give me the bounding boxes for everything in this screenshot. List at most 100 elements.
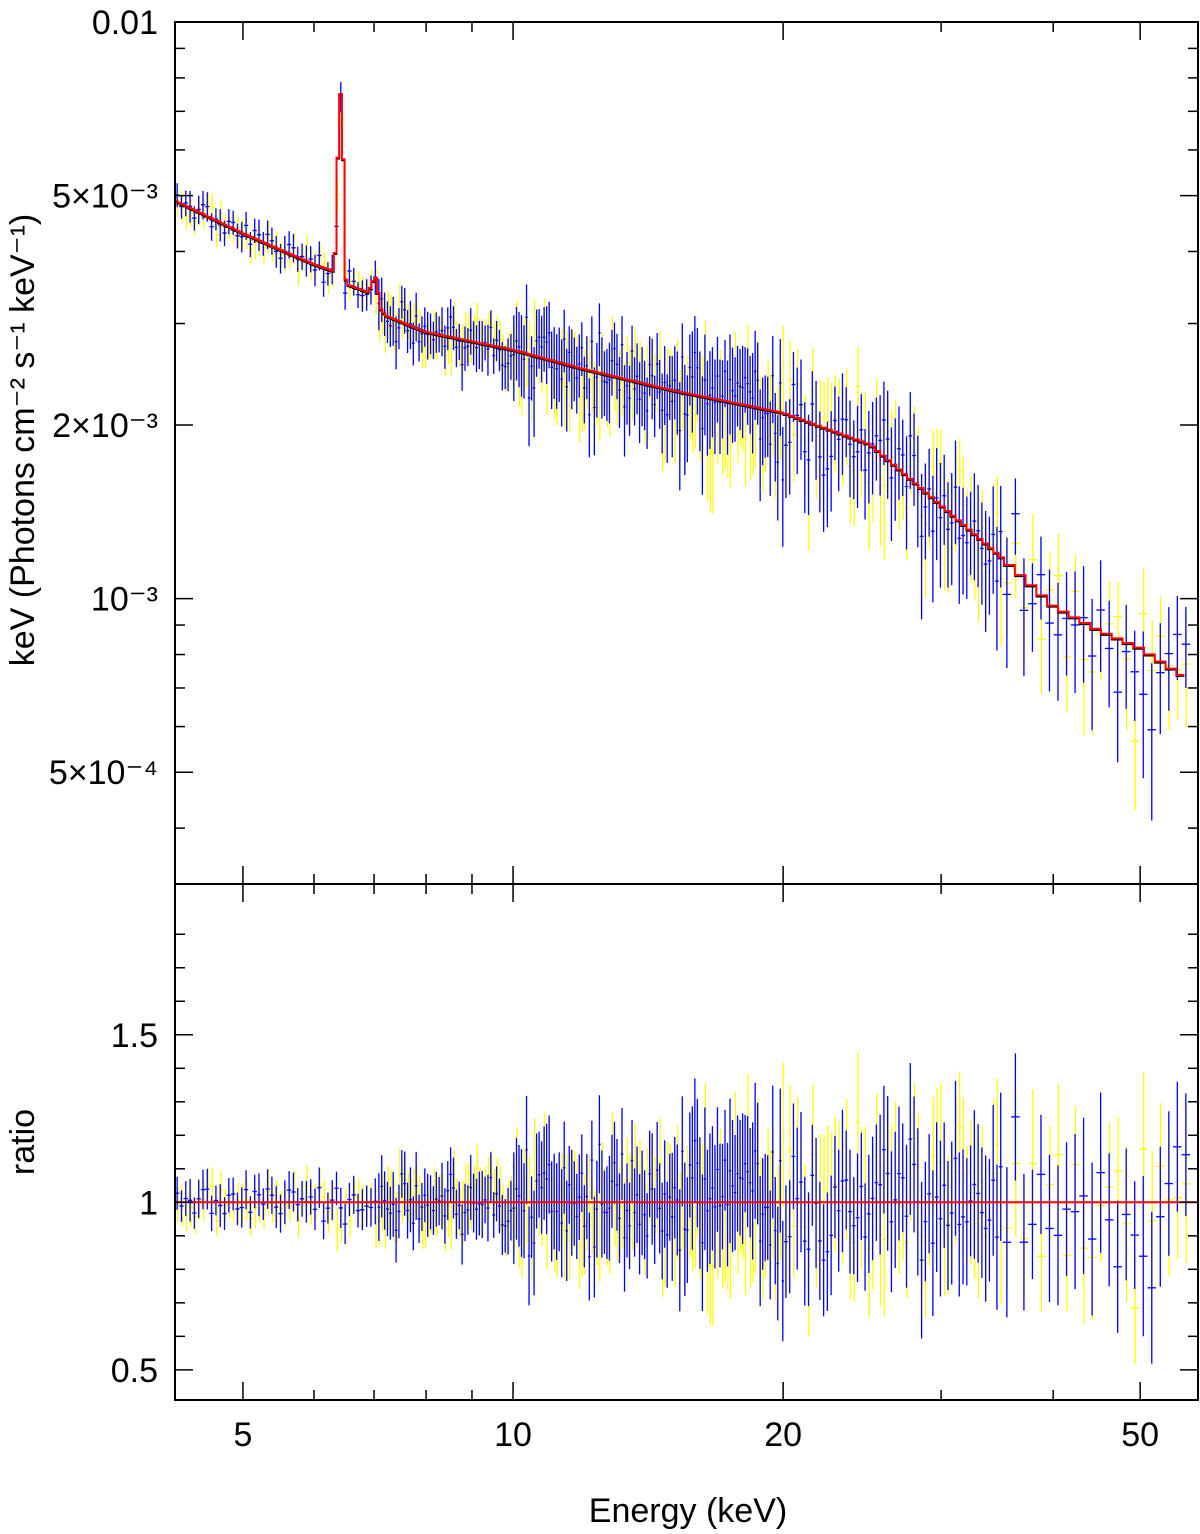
ratio-point-yellow — [348, 1205, 353, 1237]
ratio-point-blue — [716, 1107, 719, 1232]
spectrum-point-blue — [394, 316, 398, 370]
ratio-point-blue — [870, 1136, 875, 1261]
spectrum-point-blue — [351, 267, 356, 296]
ratio-point-blue — [457, 1181, 461, 1230]
spectrum-point-blue — [840, 373, 845, 475]
spectrum-point-yellow — [360, 277, 366, 311]
ratio-panel: 5 10 20 50 0.5 1 1.5 — [111, 883, 1199, 1454]
ratio-point-blue — [776, 1206, 780, 1321]
spectrum-point-blue — [495, 321, 499, 362]
ratio-point-blue — [248, 1196, 253, 1229]
ratio-point-blue — [603, 1170, 606, 1254]
spectrum-point-blue — [397, 308, 401, 350]
ratio-point-blue — [527, 1206, 531, 1306]
ratio-point-blue — [452, 1157, 455, 1219]
spectrum-point-blue — [934, 448, 939, 561]
ratio-point-blue — [889, 1151, 894, 1293]
spectrum-point-yellow — [279, 241, 284, 268]
spectrum-point-yellow — [326, 261, 331, 294]
spectrum-point-blue — [878, 395, 883, 496]
ratio-point-yellow — [184, 1200, 189, 1232]
ratio-point-yellow — [317, 1168, 323, 1204]
ratio-point-blue — [693, 1078, 697, 1203]
spectrum-data-points — [175, 81, 1191, 821]
ratio-point-blue — [731, 1120, 734, 1253]
ratio-point-blue — [882, 1085, 886, 1214]
spectrum-point-blue — [1130, 630, 1139, 721]
ratio-point-blue — [386, 1181, 389, 1237]
spectrum-point-blue — [575, 346, 579, 414]
ratio-point-blue — [1113, 1200, 1122, 1333]
ratio-point-blue — [239, 1187, 244, 1228]
ratio-point-blue — [486, 1174, 490, 1242]
spectrum-point-blue — [610, 329, 614, 396]
ratio-point-blue — [630, 1119, 634, 1202]
ratio-point-blue — [859, 1132, 864, 1240]
ratio-point-yellow — [210, 1168, 215, 1205]
spectrum-point-blue — [931, 475, 935, 603]
ratio-point-blue — [821, 1204, 826, 1317]
spectrum-point-blue — [673, 346, 677, 420]
spectrum-point-blue — [588, 378, 591, 458]
spectrum-point-blue — [650, 338, 654, 420]
ratio-point-yellow — [365, 1186, 370, 1223]
ratio-point-blue — [866, 1154, 871, 1273]
ratio-point-blue — [230, 1177, 236, 1211]
spectrum-point-blue — [942, 454, 947, 545]
ratio-point-blue — [477, 1171, 481, 1236]
spectrum-point-blue — [452, 306, 455, 351]
ratio-point-blue — [711, 1126, 714, 1251]
spectrum-point-blue — [400, 285, 404, 319]
ratio-point-blue — [726, 1142, 729, 1267]
ratio-point-blue — [209, 1195, 214, 1232]
spectrum-point-blue — [713, 359, 717, 455]
spectrum-point-yellow — [424, 328, 428, 369]
ratio-point-blue — [923, 1161, 928, 1282]
ratio-point-blue — [406, 1182, 409, 1239]
ratio-point-blue — [317, 1167, 322, 1208]
y-axis-title-bottom: ratio — [4, 1109, 42, 1175]
ratio-point-blue — [658, 1163, 661, 1254]
ratio-point-blue — [900, 1123, 905, 1233]
spectrum-point-blue — [908, 392, 913, 489]
spectrum-point-blue — [768, 401, 772, 496]
ratio-point-yellow — [356, 1178, 361, 1216]
ratio-point-blue — [1104, 1153, 1114, 1287]
ratio-point-blue — [635, 1146, 639, 1244]
ratio-point-blue — [703, 1107, 707, 1251]
spectrum-point-blue — [721, 360, 724, 439]
ratio-point-blue — [761, 1158, 764, 1270]
y-tick-label: 5×10⁻⁴ — [49, 754, 158, 792]
y-tick-label: 1.5 — [111, 1017, 158, 1055]
ratio-point-blue — [454, 1189, 458, 1239]
ratio-point-blue — [423, 1168, 427, 1223]
ratio-point-blue — [446, 1161, 450, 1221]
y-tick-label: 0.01 — [92, 4, 158, 42]
spectrum-point-yellow — [248, 235, 254, 264]
spectrum-point-blue — [773, 392, 777, 482]
y-tick-label: 0.5 — [111, 1352, 158, 1390]
ratio-point-yellow — [193, 1199, 198, 1235]
spectrum-point-blue — [560, 339, 563, 427]
spectrum-point-blue — [693, 316, 697, 396]
ratio-point-blue — [1138, 1176, 1148, 1337]
ratio-point-blue — [179, 1190, 184, 1222]
spectrum-point-blue — [580, 322, 584, 377]
spectrum-point-blue — [486, 324, 490, 376]
spectrum-point-blue — [1011, 478, 1020, 555]
ratio-point-blue — [1121, 1148, 1131, 1281]
ratio-point-blue — [753, 1082, 757, 1219]
spectrum-point-blue — [866, 411, 871, 504]
spectrum-point-blue — [855, 405, 860, 508]
ratio-point-blue — [615, 1139, 619, 1231]
ratio-point-blue — [904, 1144, 909, 1288]
spectrum-point-blue — [1104, 600, 1114, 708]
spectrum-point-blue — [1053, 582, 1063, 701]
ratio-point-blue — [400, 1150, 404, 1198]
ratio-point-blue — [1181, 1093, 1191, 1217]
spectrum-point-blue — [542, 307, 546, 372]
spectrum-point-blue — [681, 323, 684, 396]
spectrum-point-blue — [256, 219, 262, 251]
ratio-point-blue — [1079, 1117, 1088, 1275]
